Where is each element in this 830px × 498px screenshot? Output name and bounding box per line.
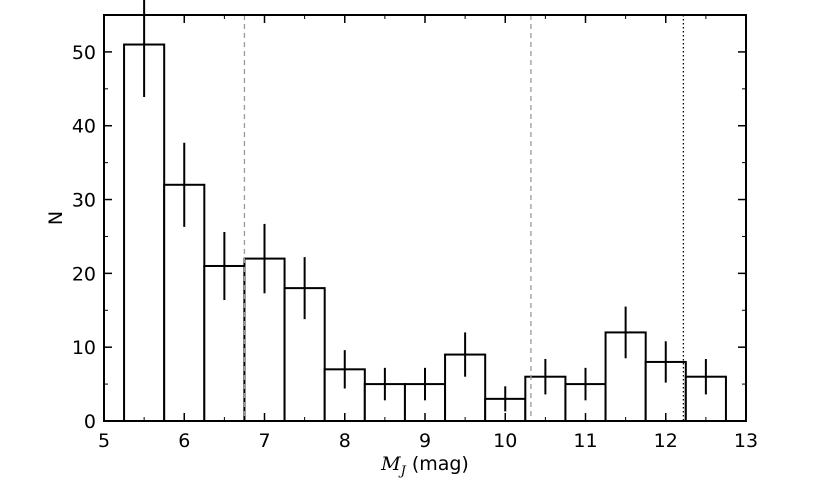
- y-tick-label: 30: [72, 190, 96, 212]
- errorbars-layer: [143, 0, 707, 412]
- y-tick-label: 20: [72, 263, 96, 285]
- x-axis-label-unit: (mag): [412, 453, 469, 475]
- x-axis-label-symbol: M: [380, 453, 401, 475]
- x-tick-label: 11: [573, 430, 597, 452]
- x-axis-label-subscript: J: [398, 464, 407, 479]
- x-tick-label: 6: [178, 430, 190, 452]
- reference-lines-layer: [243, 15, 685, 421]
- y-tick-label: 10: [72, 337, 96, 359]
- bars-layer: [123, 43, 727, 423]
- y-axis-label: N: [45, 211, 67, 225]
- tick-labels-layer: 5 6 7 8 9 10 11 12 13 0 10 20 30 40 50: [72, 42, 758, 452]
- x-tick-label: 9: [419, 430, 431, 452]
- histogram-bar: [123, 43, 166, 422]
- y-tick-label: 40: [72, 116, 96, 138]
- x-tick-label: 7: [258, 430, 270, 452]
- x-tick-label: 13: [734, 430, 758, 452]
- y-tick-label: 50: [72, 42, 96, 64]
- x-tick-label: 8: [339, 430, 351, 452]
- x-axis-label: MJ (mag): [380, 453, 469, 479]
- x-tick-label: 12: [654, 430, 678, 452]
- ticks-layer: [103, 15, 747, 422]
- histogram-bar: [283, 287, 326, 422]
- x-tick-label: 10: [493, 430, 517, 452]
- y-tick-label: 0: [84, 411, 96, 433]
- x-tick-label: 5: [98, 430, 110, 452]
